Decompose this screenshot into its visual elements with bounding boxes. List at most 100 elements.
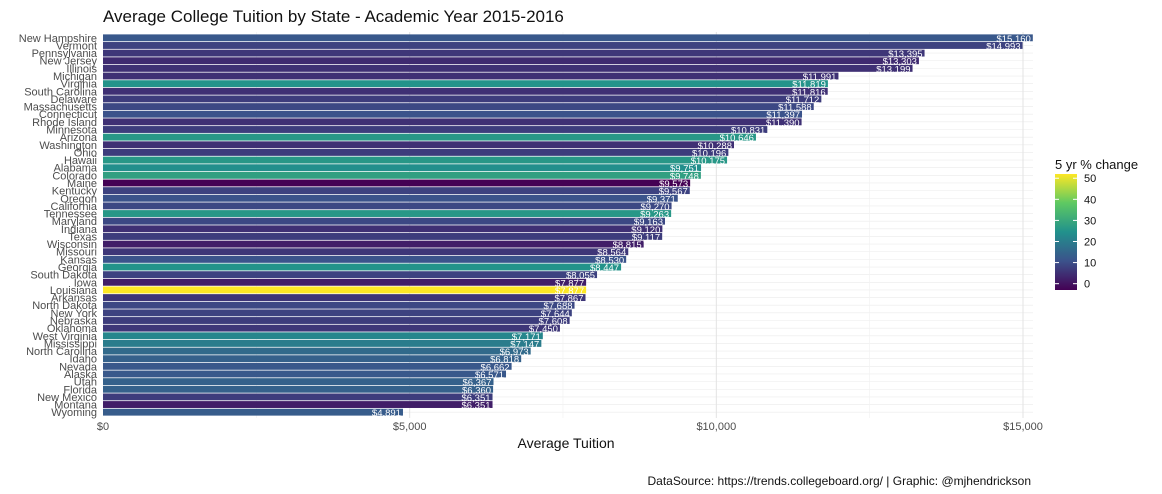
y-tick-label: Georgia (58, 262, 98, 274)
value-label: $13,303 (883, 57, 917, 68)
y-tick-label: Minnesota (46, 125, 98, 137)
bar (103, 255, 627, 263)
bar (103, 80, 828, 88)
chart-title: Average College Tuition by State - Acade… (103, 7, 564, 26)
y-tick-label: Mississippi (44, 338, 97, 350)
value-label: $7,877 (555, 286, 584, 297)
bar (103, 317, 570, 324)
bar (103, 141, 734, 149)
y-tick-label: Kansas (60, 254, 97, 266)
value-label: $9,748 (670, 171, 699, 182)
value-label: $9,263 (640, 210, 669, 221)
y-tick-label: Virginia (61, 79, 98, 91)
bar (103, 240, 644, 248)
y-tick-label: Maryland (52, 216, 97, 228)
value-label: $6,662 (481, 362, 510, 373)
y-tick-label: New York (51, 308, 98, 320)
y-tick-label: Indiana (61, 224, 98, 236)
legend-tick-label: 50 (1084, 173, 1096, 185)
y-tick-label: Iowa (74, 277, 98, 289)
y-tick-label: Wisconsin (47, 239, 97, 251)
bar (103, 110, 803, 118)
value-label: $11,819 (792, 80, 826, 91)
bar (103, 286, 587, 294)
bar (103, 171, 701, 179)
x-tick-label: $5,000 (393, 421, 427, 433)
legend-tick-label: 30 (1084, 215, 1096, 227)
y-tick-label: California (51, 201, 98, 213)
legend-ticks: 0 10 20 30 40 50 (1055, 173, 1096, 291)
bar (103, 118, 802, 126)
legend-tick-label: 10 (1084, 258, 1096, 270)
y-tick-label: Nevada (59, 361, 98, 373)
value-label: $7,450 (529, 324, 558, 335)
value-label: $7,688 (543, 301, 572, 312)
bar (103, 194, 678, 202)
legend-colorbar (1055, 174, 1077, 290)
y-tick-label: Nebraska (50, 316, 98, 328)
y-tick-label: North Dakota (32, 300, 98, 312)
value-label: $7,867 (554, 294, 583, 305)
value-label: $8,447 (590, 263, 619, 274)
value-label: $8,815 (613, 240, 642, 251)
bar (103, 210, 672, 217)
y-tick-label: Delaware (51, 94, 97, 106)
y-tick-label: Texas (68, 231, 97, 243)
value-label: $11,588 (778, 103, 812, 114)
bar (103, 263, 622, 271)
y-tick-label: New Mexico (37, 392, 97, 404)
y-tick-label: West Virginia (33, 331, 98, 343)
y-tick-label: Hawaii (64, 155, 97, 167)
y-tick-label: Rhode Island (32, 117, 97, 129)
legend-tick-label: 20 (1084, 236, 1096, 248)
value-label: $6,571 (475, 370, 504, 381)
legend-tick-label: 40 (1084, 194, 1096, 206)
value-labels: $15,160$14,993 $13,395$13,303$13,199 $11,9… (372, 34, 1031, 419)
value-label: $10,646 (720, 133, 754, 144)
value-label: $10,831 (731, 126, 765, 137)
bar (103, 278, 587, 286)
value-label: $6,367 (462, 378, 491, 389)
value-label: $7,147 (510, 339, 539, 350)
y-tick-label: Tennessee (44, 209, 97, 221)
y-tick-label: Michigan (53, 71, 97, 83)
y-tick-label: Ohio (74, 147, 97, 159)
bar (103, 355, 522, 363)
value-label: $6,818 (490, 355, 519, 366)
bar (103, 49, 925, 57)
x-tick-label: $0 (97, 421, 109, 433)
value-label: $9,371 (647, 194, 676, 205)
bar (103, 87, 828, 95)
bar (103, 248, 629, 256)
value-label: $14,993 (986, 41, 1020, 52)
y-tick-label: New Hampshire (19, 33, 97, 45)
y-tick-label: Illinois (66, 63, 97, 75)
value-label: $9,163 (634, 217, 663, 228)
bar (103, 34, 1033, 42)
value-label: $13,199 (876, 64, 910, 75)
legend-title: 5 yr % change (1055, 157, 1138, 172)
bar (103, 95, 822, 103)
y-tick-label: Colorado (52, 170, 97, 182)
y-tick-label: Maine (67, 178, 97, 190)
y-tick-label: Montana (54, 400, 98, 412)
bar (103, 156, 728, 164)
bar (103, 362, 512, 370)
bar (103, 378, 494, 386)
value-label: $10,288 (698, 141, 732, 152)
y-tick-label: Idaho (69, 354, 97, 366)
value-label: $9,270 (640, 202, 669, 213)
y-tick-label: South Carolina (24, 86, 98, 98)
y-tick-label: Missouri (56, 247, 97, 259)
bar (103, 370, 507, 378)
bar (103, 64, 913, 72)
value-label: $10,196 (692, 148, 726, 159)
bar (103, 179, 691, 187)
bar (103, 133, 756, 141)
value-label: $6,973 (500, 347, 529, 358)
value-label: $9,751 (670, 164, 699, 175)
value-label: $6,351 (461, 393, 490, 404)
value-label: $9,567 (659, 187, 688, 198)
value-label: $11,712 (786, 95, 820, 106)
